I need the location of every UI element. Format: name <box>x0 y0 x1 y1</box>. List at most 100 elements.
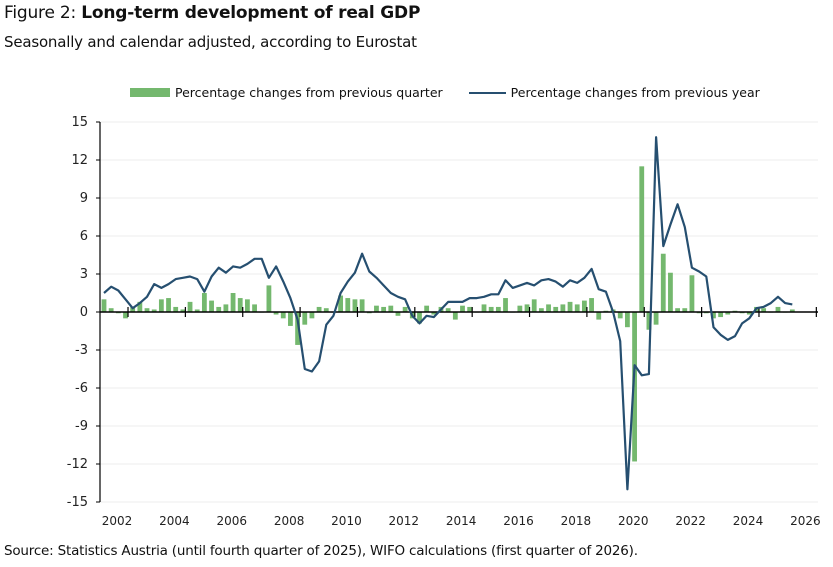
bar <box>689 275 695 312</box>
bar <box>187 301 193 312</box>
x-tick-label: 2014 <box>446 514 477 528</box>
bar <box>495 306 501 312</box>
bar <box>646 312 652 330</box>
y-tick-label: 6 <box>80 229 88 244</box>
bar <box>151 309 157 312</box>
y-tick-label: -9 <box>75 419 88 434</box>
y-tick-label: 0 <box>80 305 88 320</box>
bar <box>381 306 387 312</box>
y-tick-label: -3 <box>75 343 88 358</box>
bar <box>209 300 214 312</box>
bar <box>338 295 344 312</box>
x-tick-label: 2016 <box>503 514 534 528</box>
bar-series <box>101 166 795 462</box>
bar <box>266 285 272 312</box>
bar <box>660 253 666 312</box>
bar <box>137 301 143 312</box>
legend-bar-swatch <box>130 88 170 97</box>
x-tick-label: 2012 <box>389 514 420 528</box>
legend-item-quarter: Percentage changes from previous quarter <box>130 85 443 100</box>
y-tick-label: -15 <box>67 495 88 510</box>
bar <box>295 312 300 345</box>
bar <box>417 312 422 324</box>
bar <box>445 308 451 312</box>
bar <box>682 308 688 312</box>
figure-prefix: Figure 2: <box>4 3 82 23</box>
line-series <box>103 136 793 491</box>
y-tick-label: -6 <box>75 381 88 396</box>
bar <box>761 308 767 312</box>
bar <box>252 304 257 312</box>
bar <box>653 312 659 325</box>
bar <box>581 300 587 312</box>
y-tick-label: 3 <box>80 267 88 282</box>
bar <box>302 312 308 325</box>
bar <box>374 305 379 312</box>
bar <box>625 312 630 328</box>
y-tick-label: 12 <box>71 153 88 168</box>
bar <box>567 301 573 312</box>
bar <box>467 306 473 312</box>
title-text: Long-term development of real GDP <box>81 3 421 23</box>
bar <box>546 304 551 312</box>
bar <box>481 304 487 312</box>
bar <box>173 306 179 312</box>
bar <box>711 312 716 319</box>
bar <box>123 312 128 319</box>
legend-bar-label: Percentage changes from previous quarter <box>175 85 443 100</box>
bar <box>639 166 645 312</box>
legend-line-swatch <box>468 91 506 94</box>
bar <box>488 306 494 312</box>
bar <box>718 312 724 318</box>
bar <box>668 272 673 312</box>
bar <box>560 304 566 312</box>
x-tick-label: 2020 <box>618 514 649 528</box>
x-tick-label: 2024 <box>733 514 764 528</box>
gridlines <box>100 121 818 503</box>
bar <box>574 304 580 312</box>
legend: Percentage changes from previous quarter… <box>130 85 786 100</box>
bar <box>216 306 222 312</box>
bar <box>223 304 229 312</box>
x-tick-label: 2022 <box>675 514 706 528</box>
bar <box>632 312 637 462</box>
x-tick-label: 2010 <box>331 514 362 528</box>
axes <box>96 121 818 503</box>
bar <box>775 306 781 312</box>
chart-title: Figure 2: Long-term development of real … <box>4 3 420 23</box>
x-tick-label: 2006 <box>216 514 247 528</box>
bar <box>431 312 437 315</box>
bar <box>452 312 458 320</box>
bar <box>517 305 523 312</box>
bar <box>424 305 430 312</box>
bar <box>101 299 107 312</box>
bar <box>395 312 401 316</box>
bar <box>789 309 795 312</box>
chart-subtitle: Seasonally and calendar adjusted, accord… <box>4 33 417 51</box>
x-tick-label: 2002 <box>102 514 133 528</box>
bar <box>345 298 351 312</box>
y-tick-label: 15 <box>71 115 88 130</box>
bar <box>359 299 365 312</box>
bar <box>553 306 559 312</box>
bar <box>158 299 164 312</box>
bar <box>617 312 623 319</box>
bar <box>524 304 530 312</box>
bar <box>352 299 358 312</box>
y-tick-label: 9 <box>80 191 88 206</box>
legend-line-label: Percentage changes from previous year <box>510 85 760 100</box>
x-tick-label: 2008 <box>274 514 305 528</box>
bar <box>503 298 508 312</box>
bar <box>201 293 207 312</box>
x-tick-label: 2026 <box>790 514 821 528</box>
line-path <box>103 136 793 491</box>
y-tick-label: -12 <box>67 457 88 472</box>
legend-item-year: Percentage changes from previous year <box>468 85 760 100</box>
bar <box>245 299 250 312</box>
x-tick-label: 2004 <box>159 514 190 528</box>
bar <box>531 299 537 312</box>
bar <box>273 312 279 315</box>
bar <box>323 308 329 312</box>
bar <box>108 308 114 312</box>
